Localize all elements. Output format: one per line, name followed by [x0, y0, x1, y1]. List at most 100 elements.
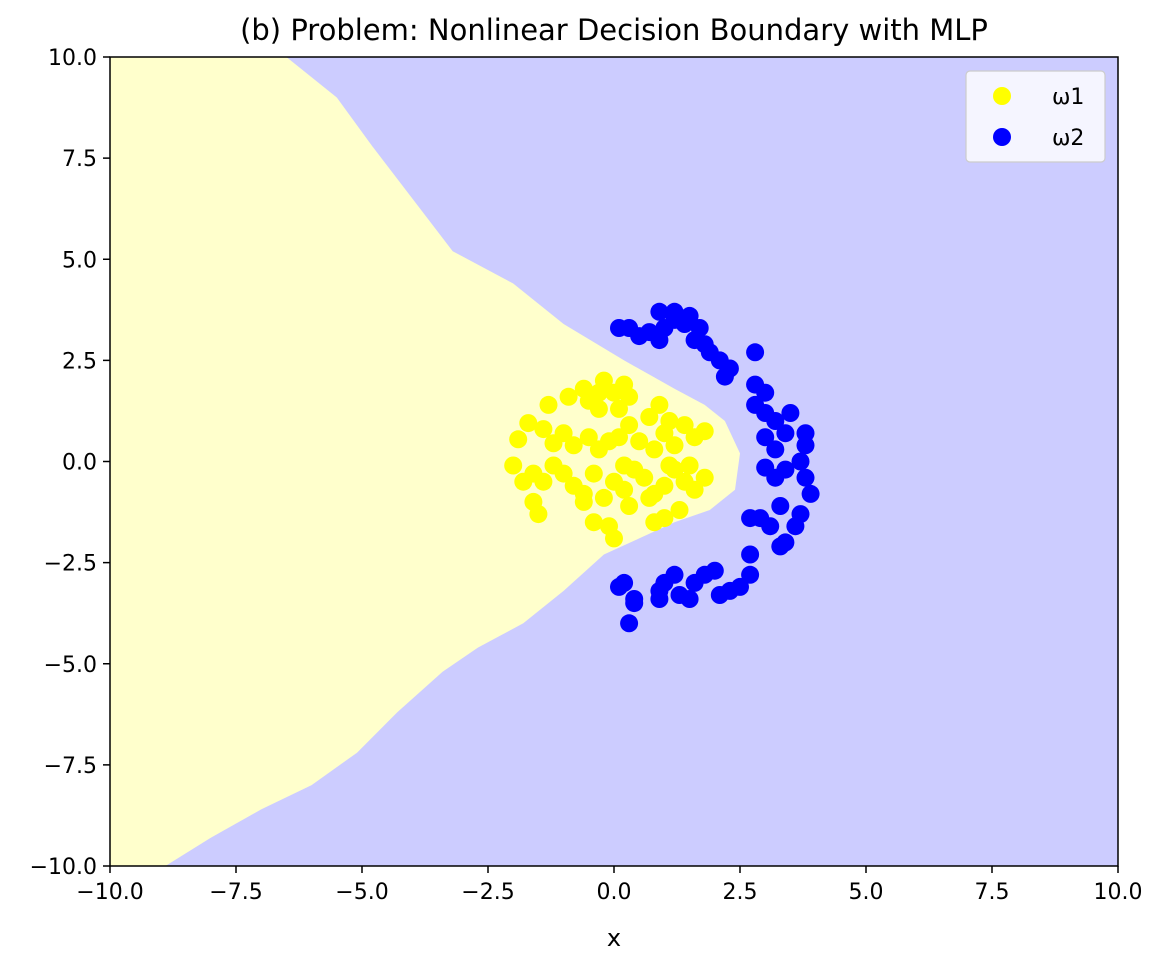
point-omega2 — [776, 533, 795, 552]
point-omega2 — [665, 302, 684, 321]
point-omega1 — [640, 488, 659, 507]
x-tick-label: −2.5 — [461, 880, 514, 905]
point-omega1 — [610, 399, 628, 418]
point-omega2 — [796, 468, 815, 487]
point-omega1 — [650, 395, 669, 414]
x-tick-label: 10.0 — [1094, 880, 1143, 905]
point-omega2 — [655, 573, 674, 592]
point-omega1 — [594, 488, 613, 507]
point-omega1 — [534, 472, 553, 491]
point-omega2 — [741, 565, 760, 584]
region-omega1 — [110, 57, 740, 866]
y-tick-label: −5.0 — [44, 653, 97, 678]
point-omega2 — [650, 590, 669, 608]
point-omega1 — [564, 436, 583, 455]
point-omega1 — [645, 440, 664, 459]
x-tick-label: 2.5 — [723, 880, 758, 905]
y-tick-label: −2.5 — [44, 552, 97, 577]
point-omega1 — [594, 371, 613, 390]
point-omega2 — [715, 367, 734, 386]
point-omega1 — [615, 480, 634, 499]
point-omega2 — [690, 319, 709, 337]
plot-area — [110, 57, 1118, 866]
point-omega1 — [579, 428, 598, 447]
point-omega2 — [741, 545, 760, 564]
point-omega1 — [655, 509, 674, 528]
point-omega1 — [665, 436, 684, 455]
point-omega2 — [685, 573, 704, 592]
point-omega2 — [801, 484, 820, 503]
x-tick-label: 7.5 — [975, 880, 1010, 905]
point-omega1 — [695, 468, 714, 487]
point-omega1 — [509, 430, 528, 449]
legend-marker-omega2 — [993, 128, 1011, 146]
point-omega2 — [766, 412, 785, 430]
point-omega1 — [554, 464, 573, 483]
point-omega2 — [766, 440, 785, 459]
point-omega2 — [625, 594, 644, 613]
point-omega2 — [776, 424, 795, 443]
point-omega1 — [620, 497, 639, 515]
x-axis: −10.0 −7.5 −5.0 −2.5 0.0 2.5 5.0 7.5 10.0 — [76, 866, 1142, 905]
point-omega1 — [660, 456, 679, 475]
point-omega1 — [610, 428, 628, 447]
point-omega1 — [574, 492, 593, 511]
y-tick-label: −7.5 — [44, 754, 97, 779]
point-omega1 — [620, 387, 639, 406]
point-omega1 — [620, 416, 639, 435]
point-omega1 — [680, 456, 699, 475]
point-omega1 — [519, 414, 538, 433]
point-omega2 — [786, 517, 805, 536]
points-layer — [504, 302, 820, 633]
x-tick-label: 5.0 — [849, 880, 884, 905]
point-omega1 — [579, 391, 598, 410]
point-omega2 — [695, 335, 714, 354]
x-tick-label: −5.0 — [335, 880, 388, 905]
point-omega2 — [756, 428, 775, 447]
point-omega1 — [554, 424, 573, 443]
point-omega1 — [539, 395, 558, 414]
point-omega1 — [584, 464, 603, 483]
point-omega1 — [504, 456, 523, 475]
y-tick-label: 5.0 — [62, 248, 97, 273]
point-omega1 — [584, 513, 603, 532]
point-omega2 — [781, 404, 800, 422]
x-tick-label: 0.0 — [597, 880, 632, 905]
point-omega1 — [655, 476, 674, 495]
legend: ω1 ω2 — [965, 70, 1106, 163]
x-axis-title: x — [607, 924, 621, 952]
point-omega1 — [630, 432, 649, 451]
point-omega1 — [635, 468, 654, 487]
point-omega2 — [756, 383, 775, 402]
point-omega1 — [685, 480, 704, 499]
point-omega2 — [670, 586, 689, 604]
point-omega2 — [620, 614, 639, 633]
point-omega2 — [791, 452, 810, 471]
point-omega2 — [796, 436, 815, 455]
y-tick-label: 0.0 — [62, 451, 97, 476]
point-omega2 — [756, 458, 775, 477]
point-omega1 — [559, 387, 578, 406]
point-omega2 — [771, 497, 790, 515]
y-axis: −10.0 −7.5 −5.0 −2.5 0.0 2.5 5.0 7.5 10.0 — [30, 46, 110, 880]
point-omega2 — [650, 302, 669, 321]
point-omega1 — [529, 505, 548, 524]
point-omega1 — [660, 412, 679, 430]
chart-title: (b) Problem: Nonlinear Decision Boundary… — [240, 13, 988, 47]
y-tick-label: 10.0 — [48, 46, 97, 71]
point-omega2 — [741, 509, 760, 528]
point-omega1 — [534, 420, 553, 439]
point-omega2 — [710, 586, 729, 604]
point-omega1 — [670, 501, 689, 519]
y-tick-label: 2.5 — [62, 349, 97, 374]
point-omega1 — [640, 408, 659, 426]
legend-label-omega1: ω1 — [1052, 85, 1084, 110]
point-omega2 — [746, 343, 765, 362]
legend-label-omega2: ω2 — [1052, 126, 1084, 151]
y-tick-label: 7.5 — [62, 147, 97, 172]
legend-marker-omega1 — [993, 87, 1011, 105]
point-omega1 — [695, 422, 714, 441]
x-tick-label: −7.5 — [209, 880, 262, 905]
y-tick-label: −10.0 — [30, 855, 97, 880]
